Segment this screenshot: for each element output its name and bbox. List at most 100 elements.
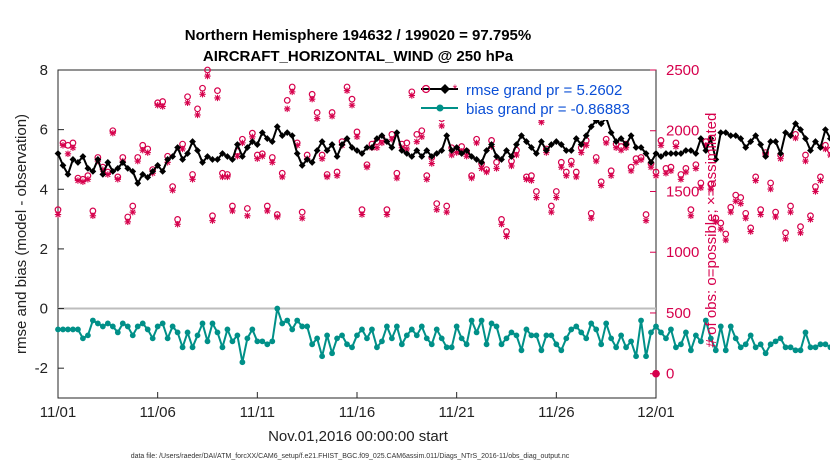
possible-point [194,105,201,113]
rmse-point [712,156,720,163]
bias-point [518,347,525,354]
tick-labels: -2 0 2 4 6 8 0 500 1000 1500 2000 2500 11/01 11/06 11/… [35,62,700,421]
rmse-point [443,132,451,139]
possible-point [533,188,540,195]
possible-point [313,109,321,116]
rmse-point [408,153,416,160]
y-right-tick-label: 2000 [666,123,699,140]
assimilated-point [712,218,719,226]
bias-point [777,335,784,342]
assimilated-stroke [618,147,624,153]
assimilated-point [254,155,261,162]
rmse-point [453,144,461,151]
assimilated-point [498,221,505,228]
rmse-point [697,135,705,142]
chart-title: Northern Hemisphere 194632 / 199020 = 97… [185,27,531,44]
rmse-point [448,147,456,154]
assimilated-point [767,185,774,193]
assimilated-point [393,174,401,182]
bias-point [608,335,615,342]
bias-point [767,341,774,348]
bias-point [678,341,684,348]
rmse-point [682,147,690,154]
assimilated-stroke [184,100,191,106]
assimilated-stroke [229,208,236,214]
rmse-point [54,150,62,157]
assimilated-stroke [583,142,590,149]
assimilated-stroke [643,217,649,224]
bias-point [329,350,335,357]
assimilated-point [612,144,620,151]
legend-rmse-marker [440,84,450,94]
bias-point [548,332,555,339]
bias-point [438,335,445,342]
assimilated-point [443,208,450,216]
bias-point [393,323,400,330]
rmse-point [119,159,127,166]
assimilated-stroke [324,174,330,180]
assimilated-stroke [693,165,699,172]
assimilated-point [493,165,500,172]
assimilated-stroke [414,138,420,145]
bias-point [219,344,226,351]
bias-point [762,350,769,357]
rmse-point [488,141,495,148]
rmse-point [687,147,695,154]
rmse-point [149,167,157,175]
bias-point [124,323,131,330]
assimilated-point [742,215,749,222]
possible-point [348,95,356,103]
bias-point [523,326,530,333]
bias-point [658,329,664,336]
possible-point [214,87,221,95]
bias-point [384,323,390,330]
assimilated-stroke [498,221,505,228]
bias-point [443,344,450,351]
bias-point [747,332,754,339]
assimilated-point [478,165,485,172]
rmse-point [468,153,476,160]
rmse-point [189,138,196,145]
assimilated-point [652,172,660,179]
assimilated-point [423,176,430,183]
assimilated-stroke [548,209,555,215]
rmse-point [557,141,565,148]
possible-point [199,84,206,92]
chart-subtitle: AIRCRAFT_HORIZONTAL_WIND @ 250 hPa [203,48,514,65]
bias-point [309,341,316,348]
bias-point [712,347,719,354]
rmse-point [717,129,725,137]
assimilated-point [747,228,754,235]
bias-point [264,341,271,348]
bias-point [742,341,749,348]
bias-point [827,344,830,351]
y-right-tick-label: 1500 [666,183,699,200]
bias-point [184,329,191,336]
assimilated-stroke [558,164,565,170]
assimilated-point [792,134,799,142]
rmse-point [547,141,555,148]
bias-point [80,335,86,342]
assimilated-stroke [259,153,266,160]
assimilated-stroke [309,96,315,102]
assimilated-point [134,157,141,165]
rmse-point [597,120,605,128]
legend-possible-star: * [453,82,458,96]
bias-point [349,344,355,351]
rmse-point [234,141,241,148]
rmse-point [219,150,226,157]
rmse-point [263,135,271,142]
assimilated-stroke [588,215,595,221]
rmse-point [438,147,446,154]
rmse-point [742,144,750,151]
assimilated-stroke [85,176,91,183]
rmse-point [757,141,765,148]
rmse-point [114,165,122,172]
assimilated-stroke [115,176,121,183]
assimilated-stroke [817,177,824,184]
bias-point [274,305,281,312]
assimilated-stroke [139,147,146,153]
rmse-point [278,132,286,139]
x-tick-label: 11/21 [438,404,474,421]
assimilated-stroke [204,73,211,79]
